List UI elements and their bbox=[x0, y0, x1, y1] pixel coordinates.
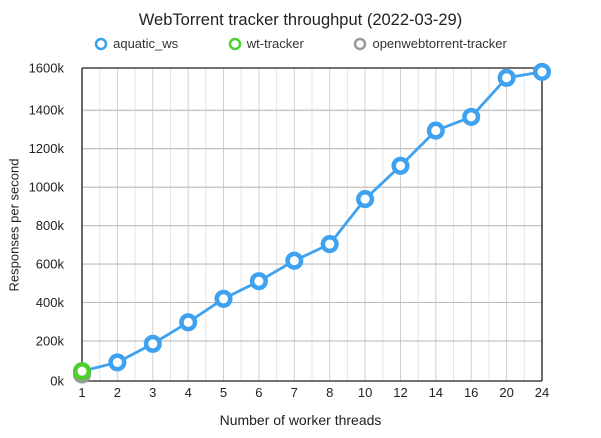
svg-text:600k: 600k bbox=[36, 257, 65, 272]
svg-text:6: 6 bbox=[255, 385, 262, 400]
svg-text:200k: 200k bbox=[36, 334, 65, 349]
svg-text:1: 1 bbox=[78, 385, 85, 400]
svg-text:3: 3 bbox=[149, 385, 156, 400]
svg-text:0k: 0k bbox=[50, 374, 64, 389]
svg-text:1000k: 1000k bbox=[29, 180, 65, 195]
svg-text:800k: 800k bbox=[36, 218, 65, 233]
svg-text:8: 8 bbox=[326, 385, 333, 400]
svg-text:12: 12 bbox=[393, 385, 407, 400]
svg-text:10: 10 bbox=[358, 385, 372, 400]
svg-text:14: 14 bbox=[429, 385, 443, 400]
svg-text:1600k: 1600k bbox=[29, 61, 65, 76]
svg-text:1400k: 1400k bbox=[29, 103, 65, 118]
svg-text:5: 5 bbox=[220, 385, 227, 400]
svg-text:7: 7 bbox=[291, 385, 298, 400]
svg-text:20: 20 bbox=[499, 385, 513, 400]
svg-text:400k: 400k bbox=[36, 295, 65, 310]
svg-text:16: 16 bbox=[464, 385, 478, 400]
svg-text:4: 4 bbox=[185, 385, 192, 400]
svg-text:2: 2 bbox=[114, 385, 121, 400]
svg-text:1200k: 1200k bbox=[29, 141, 65, 156]
svg-text:24: 24 bbox=[535, 385, 549, 400]
